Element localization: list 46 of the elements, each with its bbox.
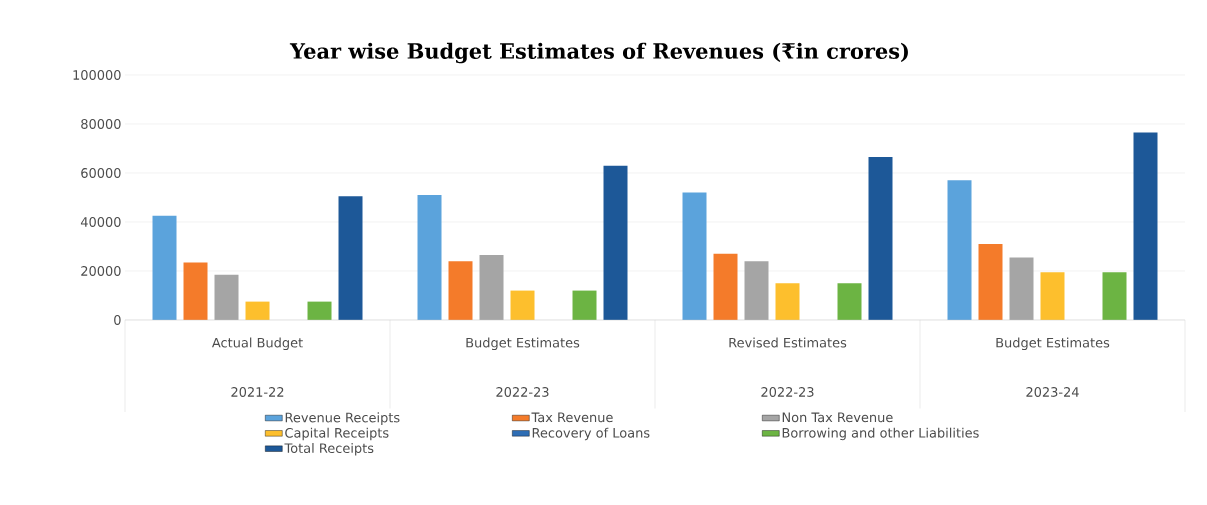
text: 2021-22 [231,387,284,397]
bar [183,262,208,320]
bar [338,196,363,320]
bar [1009,257,1034,320]
y-tick-label: 60000 [81,168,121,178]
bar [572,290,597,320]
bar [510,290,535,320]
x-tick-label: Revised Estimates [729,337,847,348]
legend-label: Capital Receipts [285,427,389,441]
bar [978,244,1003,320]
bar [947,180,972,320]
x-tick-label: Budget Estimates [996,337,1110,351]
legend-label: Recovery of Loans [532,427,650,441]
bar [603,165,628,320]
bar [152,215,177,320]
chart-title: Year wise Budget Estimates of Revenues (₹in crores) [289,42,908,64]
bar [448,261,473,320]
bar [868,157,893,320]
y-tick-label: 20000 [81,266,121,276]
bar [1102,272,1127,320]
text: 2023-24 [1026,387,1079,397]
legend-label: Tax Revenue [531,412,613,423]
y-tick-label: 0 [114,315,121,325]
bar [245,301,270,320]
bar [1040,272,1065,320]
y-tick-label: 40000 [80,217,121,227]
bar [307,301,332,320]
bar [479,255,504,320]
bar [713,253,738,320]
bar [1133,132,1158,320]
legend-label: Total Receipts [284,443,374,456]
bar [744,261,769,320]
bar [837,283,862,320]
bar [214,274,239,320]
bar [775,283,800,320]
y-tick-label: 100000 [73,70,121,80]
legend-label: Revenue Receipts [285,412,400,425]
legend-label: Borrowing and other Liabilities [782,427,979,441]
legend-label: Non Tax Revenue [782,412,893,423]
text: 2022-23 [496,387,549,397]
y-tick-label: 80000 [81,119,121,129]
bar [417,195,442,320]
x-tick-label: Budget Estimates [466,337,580,351]
x-tick-label: Actual Budget [211,337,303,351]
text: 2022-23 [761,387,814,397]
bar [682,192,707,320]
